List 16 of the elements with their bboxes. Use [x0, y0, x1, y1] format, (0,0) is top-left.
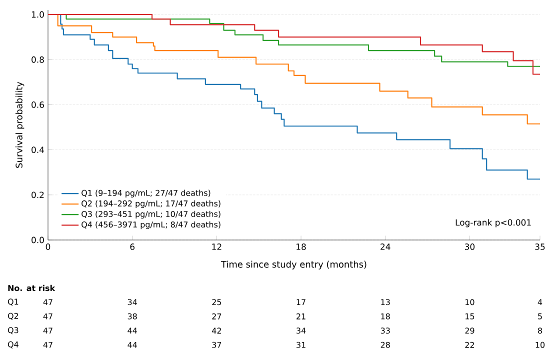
y-tick-label: 0.8 [32, 56, 44, 63]
y-tick-label: 0.0 [32, 236, 44, 244]
annotation: Log-rank p<0.001 [456, 219, 531, 228]
x-tick-label: 30 [464, 244, 475, 250]
x-tick-label: 12 [212, 244, 222, 250]
x-axis-title: Time since study entry (months) [220, 260, 366, 270]
x-tick-label: 24 [380, 244, 390, 250]
x-tick-label: 18 [296, 244, 306, 250]
y-tick-label: 0.2 [32, 192, 44, 198]
y-axis-title: Survival probability [15, 82, 24, 168]
x-tick-label: 0 [46, 244, 50, 250]
y-tick-label: 0.6 [32, 102, 44, 108]
y-tick-label: 0.4 [32, 146, 44, 154]
x-tick-label: 6 [130, 244, 135, 250]
y-tick-label: 1.0 [32, 11, 44, 18]
x-tick-label: 35 [535, 244, 545, 250]
